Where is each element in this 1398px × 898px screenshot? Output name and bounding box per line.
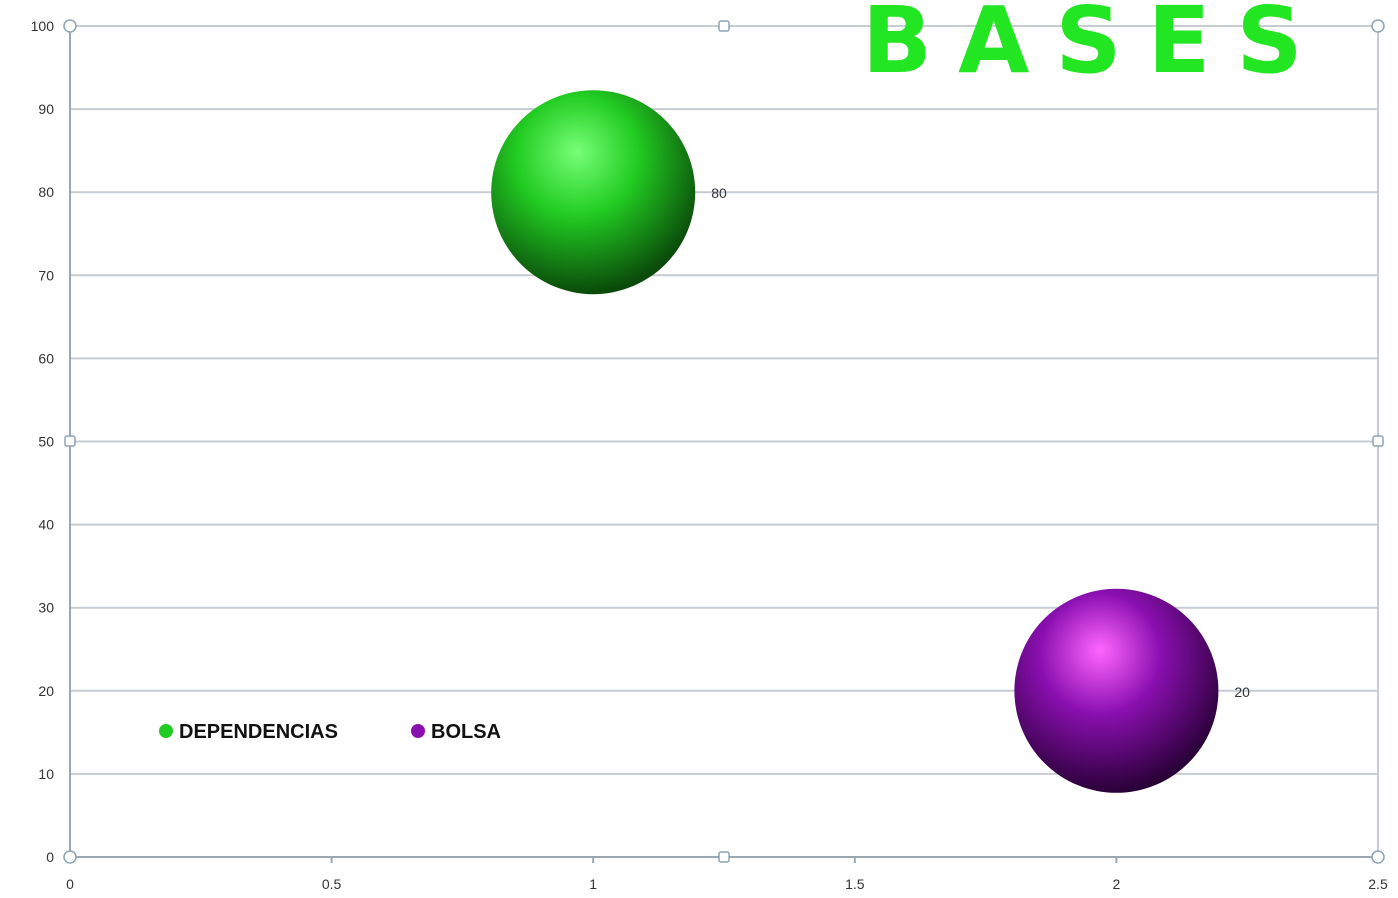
x-tick-label: 1.5 <box>845 876 865 892</box>
y-tick-label: 70 <box>38 267 54 283</box>
chart-title-reflection: BASES <box>862 58 1329 165</box>
data-labels: 80 20 <box>711 185 1250 700</box>
x-tick-label: 2.5 <box>1368 876 1388 892</box>
x-tick-label: 1 <box>589 876 597 892</box>
selection-handle <box>1371 19 1385 33</box>
legend: DEPENDENCIAS BOLSA <box>159 721 501 743</box>
x-tick-label: 2 <box>1113 876 1121 892</box>
y-tick-label: 90 <box>38 101 54 117</box>
grid-lines <box>70 25 1378 858</box>
legend-label-bolsa: BOLSA <box>431 721 501 743</box>
selection-handle <box>718 20 730 32</box>
selection-handles <box>63 19 1385 864</box>
data-label-dependencias: 80 <box>711 185 727 201</box>
x-tick-label: 0.5 <box>322 876 342 892</box>
selection-handle <box>64 435 76 447</box>
y-tick-label: 20 <box>38 683 54 699</box>
chart-title-text: BASES <box>862 0 1329 94</box>
y-tick-label: 50 <box>38 434 54 450</box>
y-tick-label: 40 <box>38 517 54 533</box>
y-tick-label: 80 <box>38 184 54 200</box>
bubbles <box>491 90 1219 793</box>
data-label-bolsa: 20 <box>1234 684 1250 700</box>
selection-handle <box>63 19 77 33</box>
bubble-bolsa <box>1014 588 1219 793</box>
legend-marker-dependencias <box>159 724 173 738</box>
y-tick-label: 30 <box>38 600 54 616</box>
legend-label-dependencias: DEPENDENCIAS <box>179 721 338 743</box>
x-tick-label: 0 <box>66 876 74 892</box>
y-tick-label: 100 <box>31 18 55 34</box>
selection-handle <box>1371 850 1385 864</box>
y-tick-label: 60 <box>38 350 54 366</box>
tick-labels: 0 10 20 30 40 50 60 70 80 90 100 0 0.5 1 1.5 2 2.5 <box>31 18 1388 892</box>
legend-marker-bolsa <box>411 724 425 738</box>
selection-handle <box>718 851 730 863</box>
y-tick-label: 10 <box>38 766 54 782</box>
y-tick-label: 0 <box>46 849 54 865</box>
bubble-dependencias <box>491 90 696 295</box>
selection-handle <box>1372 435 1384 447</box>
selection-handle <box>63 850 77 864</box>
